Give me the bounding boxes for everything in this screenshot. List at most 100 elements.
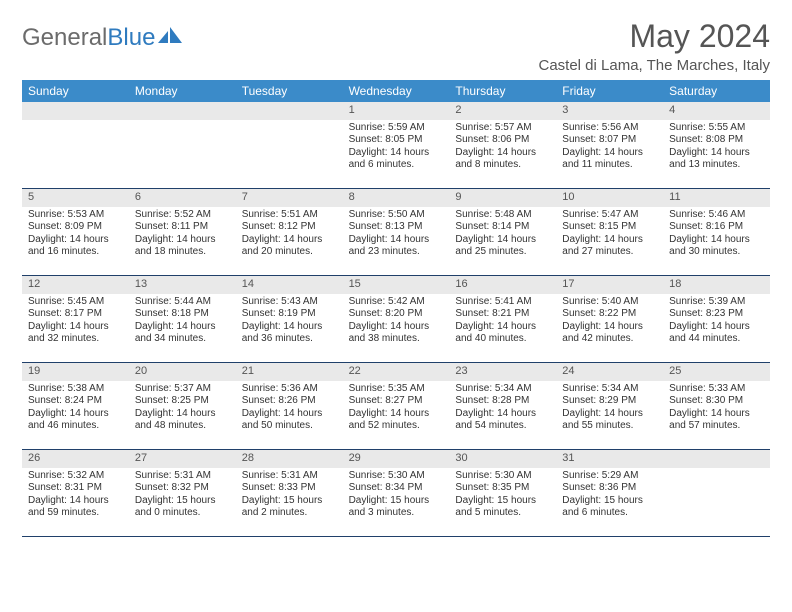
sunrise-text: Sunrise: 5:30 AM [455, 470, 550, 483]
day-number: 22 [343, 363, 450, 381]
daylight-text: Daylight: 14 hours and 44 minutes. [669, 321, 764, 346]
day-cell: 30Sunrise: 5:30 AMSunset: 8:35 PMDayligh… [449, 450, 556, 536]
day-header-cell: Thursday [449, 80, 556, 102]
week-row: 12Sunrise: 5:45 AMSunset: 8:17 PMDayligh… [22, 276, 770, 363]
month-title: May 2024 [539, 18, 771, 55]
daylight-text: Daylight: 14 hours and 8 minutes. [455, 147, 550, 172]
sunrise-text: Sunrise: 5:52 AM [135, 209, 230, 222]
day-body: Sunrise: 5:29 AMSunset: 8:36 PMDaylight:… [556, 468, 663, 524]
daylight-text: Daylight: 14 hours and 32 minutes. [28, 321, 123, 346]
day-cell: 23Sunrise: 5:34 AMSunset: 8:28 PMDayligh… [449, 363, 556, 449]
day-body: Sunrise: 5:47 AMSunset: 8:15 PMDaylight:… [556, 207, 663, 263]
daylight-text: Daylight: 14 hours and 34 minutes. [135, 321, 230, 346]
day-body [22, 120, 129, 126]
day-number: 19 [22, 363, 129, 381]
sunrise-text: Sunrise: 5:41 AM [455, 296, 550, 309]
brand-part2: Blue [107, 24, 155, 52]
sunset-text: Sunset: 8:11 PM [135, 221, 230, 234]
calendar: Sunday Monday Tuesday Wednesday Thursday… [22, 80, 770, 537]
sunset-text: Sunset: 8:13 PM [349, 221, 444, 234]
title-block: May 2024 Castel di Lama, The Marches, It… [539, 18, 771, 74]
day-body: Sunrise: 5:34 AMSunset: 8:28 PMDaylight:… [449, 381, 556, 437]
daylight-text: Daylight: 14 hours and 59 minutes. [28, 495, 123, 520]
day-number: 17 [556, 276, 663, 294]
sunrise-text: Sunrise: 5:46 AM [669, 209, 764, 222]
sunrise-text: Sunrise: 5:50 AM [349, 209, 444, 222]
daylight-text: Daylight: 14 hours and 55 minutes. [562, 408, 657, 433]
day-body: Sunrise: 5:53 AMSunset: 8:09 PMDaylight:… [22, 207, 129, 263]
sunrise-text: Sunrise: 5:44 AM [135, 296, 230, 309]
sunrise-text: Sunrise: 5:39 AM [669, 296, 764, 309]
sunset-text: Sunset: 8:17 PM [28, 308, 123, 321]
day-body: Sunrise: 5:39 AMSunset: 8:23 PMDaylight:… [663, 294, 770, 350]
day-number: 16 [449, 276, 556, 294]
day-cell: 14Sunrise: 5:43 AMSunset: 8:19 PMDayligh… [236, 276, 343, 362]
sunrise-text: Sunrise: 5:38 AM [28, 383, 123, 396]
day-cell: 17 Sunrise: 5:40 AMSunset: 8:22 PMDayligh… [556, 276, 663, 362]
weeks-container: 1Sunrise: 5:59 AMSunset: 8:05 PMDaylight… [22, 102, 770, 537]
sunset-text: Sunset: 8:19 PM [242, 308, 337, 321]
day-body: Sunrise: 5:55 AMSunset: 8:08 PMDaylight:… [663, 120, 770, 176]
daylight-text: Daylight: 14 hours and 42 minutes. [562, 321, 657, 346]
sunrise-text: Sunrise: 5:42 AM [349, 296, 444, 309]
daylight-text: Daylight: 14 hours and 52 minutes. [349, 408, 444, 433]
day-number: 10 [556, 189, 663, 207]
sunrise-text: Sunrise: 5:34 AM [455, 383, 550, 396]
daylight-text: Daylight: 14 hours and 11 minutes. [562, 147, 657, 172]
day-body: Sunrise: 5:37 AMSunset: 8:25 PMDaylight:… [129, 381, 236, 437]
sunset-text: Sunset: 8:22 PM [562, 308, 657, 321]
sunrise-text: Sunrise: 5:29 AM [562, 470, 657, 483]
sunset-text: Sunset: 8:35 PM [455, 482, 550, 495]
day-body: Sunrise: 5:48 AMSunset: 8:14 PMDaylight:… [449, 207, 556, 263]
day-body: Sunrise: 5:57 AMSunset: 8:06 PMDaylight:… [449, 120, 556, 176]
sunrise-text: Sunrise: 5:48 AM [455, 209, 550, 222]
sunset-text: Sunset: 8:18 PM [135, 308, 230, 321]
day-cell: 4Sunrise: 5:55 AMSunset: 8:08 PMDaylight… [663, 102, 770, 188]
day-body: Sunrise: 5:59 AMSunset: 8:05 PMDaylight:… [343, 120, 450, 176]
brand-logo: GeneralBlue [22, 18, 184, 52]
day-cell: 18Sunrise: 5:39 AMSunset: 8:23 PMDayligh… [663, 276, 770, 362]
day-cell: 21Sunrise: 5:36 AMSunset: 8:26 PMDayligh… [236, 363, 343, 449]
day-number: 14 [236, 276, 343, 294]
daylight-text: Daylight: 14 hours and 57 minutes. [669, 408, 764, 433]
week-row: 1Sunrise: 5:59 AMSunset: 8:05 PMDaylight… [22, 102, 770, 189]
day-number: 29 [343, 450, 450, 468]
day-body [663, 468, 770, 474]
daylight-text: Daylight: 14 hours and 40 minutes. [455, 321, 550, 346]
day-body: Sunrise: 5:44 AMSunset: 8:18 PMDaylight:… [129, 294, 236, 350]
day-number: 13 [129, 276, 236, 294]
day-header-cell: Wednesday [343, 80, 450, 102]
day-number: 9 [449, 189, 556, 207]
sunrise-text: Sunrise: 5:40 AM [562, 296, 657, 309]
sunrise-text: Sunrise: 5:31 AM [242, 470, 337, 483]
sunset-text: Sunset: 8:08 PM [669, 134, 764, 147]
day-cell: 12Sunrise: 5:45 AMSunset: 8:17 PMDayligh… [22, 276, 129, 362]
sunrise-text: Sunrise: 5:51 AM [242, 209, 337, 222]
daylight-text: Daylight: 15 hours and 0 minutes. [135, 495, 230, 520]
sunset-text: Sunset: 8:24 PM [28, 395, 123, 408]
day-body: Sunrise: 5:46 AMSunset: 8:16 PMDaylight:… [663, 207, 770, 263]
sunrise-text: Sunrise: 5:31 AM [135, 470, 230, 483]
day-body: Sunrise: 5:30 AMSunset: 8:35 PMDaylight:… [449, 468, 556, 524]
day-body: Sunrise: 5:42 AMSunset: 8:20 PMDaylight:… [343, 294, 450, 350]
sunset-text: Sunset: 8:21 PM [455, 308, 550, 321]
day-header-row: Sunday Monday Tuesday Wednesday Thursday… [22, 80, 770, 102]
sunset-text: Sunset: 8:26 PM [242, 395, 337, 408]
daylight-text: Daylight: 14 hours and 46 minutes. [28, 408, 123, 433]
sunrise-text: Sunrise: 5:57 AM [455, 122, 550, 135]
day-cell: 16 Sunrise: 5:41 AMSunset: 8:21 PMDayligh… [449, 276, 556, 362]
day-body: Sunrise: 5:51 AMSunset: 8:12 PMDaylight:… [236, 207, 343, 263]
sunset-text: Sunset: 8:05 PM [349, 134, 444, 147]
day-body: Sunrise: 5:31 AMSunset: 8:33 PMDaylight:… [236, 468, 343, 524]
day-body: Sunrise: 5:36 AMSunset: 8:26 PMDaylight:… [236, 381, 343, 437]
daylight-text: Daylight: 14 hours and 6 minutes. [349, 147, 444, 172]
day-body: Sunrise: 5:50 AMSunset: 8:13 PMDaylight:… [343, 207, 450, 263]
sunrise-text: Sunrise: 5:37 AM [135, 383, 230, 396]
day-cell: 9Sunrise: 5:48 AMSunset: 8:14 PMDaylight… [449, 189, 556, 275]
daylight-text: Daylight: 14 hours and 48 minutes. [135, 408, 230, 433]
sunrise-text: Sunrise: 5:43 AM [242, 296, 337, 309]
day-cell: 6Sunrise: 5:52 AMSunset: 8:11 PMDaylight… [129, 189, 236, 275]
day-body: Sunrise: 5:35 AMSunset: 8:27 PMDaylight:… [343, 381, 450, 437]
day-cell [129, 102, 236, 188]
day-body: Sunrise: 5:43 AMSunset: 8:19 PMDaylight:… [236, 294, 343, 350]
